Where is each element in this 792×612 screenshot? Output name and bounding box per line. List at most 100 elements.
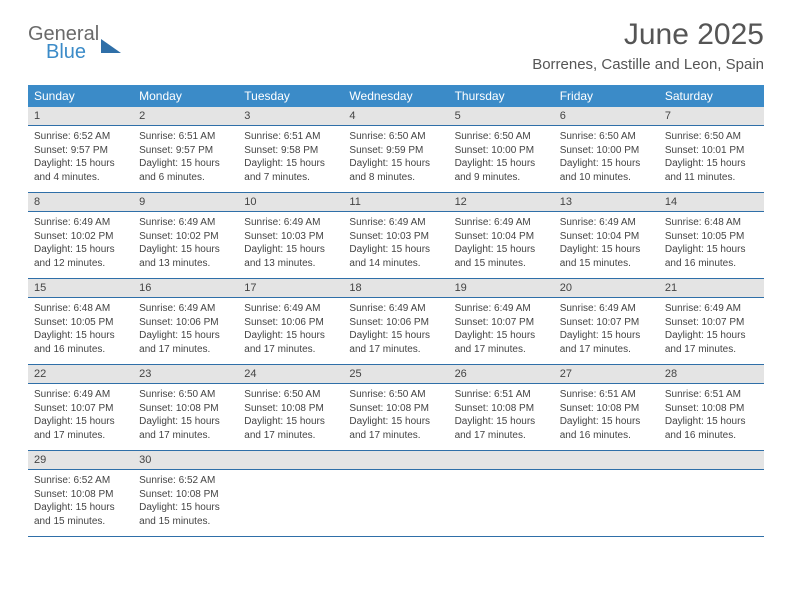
- sunset-line: Sunset: 10:08 PM: [665, 402, 758, 416]
- daylight-line: Daylight: 15 hours and 7 minutes.: [244, 157, 337, 184]
- day-detail: Sunrise: 6:50 AMSunset: 10:08 PMDaylight…: [133, 384, 238, 450]
- sunrise-line: Sunrise: 6:49 AM: [139, 216, 232, 230]
- day-number: 8: [28, 193, 133, 211]
- day-number: 28: [659, 365, 764, 383]
- sunset-line: Sunset: 10:03 PM: [244, 230, 337, 244]
- day-detail: Sunrise: 6:49 AMSunset: 10:04 PMDaylight…: [449, 212, 554, 278]
- sunrise-line: Sunrise: 6:51 AM: [139, 130, 232, 144]
- sunrise-line: Sunrise: 6:49 AM: [560, 302, 653, 316]
- day-number: [554, 451, 659, 469]
- sunrise-line: Sunrise: 6:49 AM: [244, 216, 337, 230]
- sunset-line: Sunset: 10:08 PM: [349, 402, 442, 416]
- daylight-line: Daylight: 15 hours and 17 minutes.: [244, 415, 337, 442]
- day-detail: Sunrise: 6:49 AMSunset: 10:03 PMDaylight…: [238, 212, 343, 278]
- day-detail: [343, 470, 448, 536]
- daylight-line: Daylight: 15 hours and 17 minutes.: [34, 415, 127, 442]
- dow-cell: Monday: [133, 85, 238, 107]
- daylight-line: Daylight: 15 hours and 4 minutes.: [34, 157, 127, 184]
- day-number: 27: [554, 365, 659, 383]
- day-detail: Sunrise: 6:49 AMSunset: 10:03 PMDaylight…: [343, 212, 448, 278]
- day-detail: Sunrise: 6:49 AMSunset: 10:06 PMDaylight…: [238, 298, 343, 364]
- daylight-line: Daylight: 15 hours and 8 minutes.: [349, 157, 442, 184]
- daylight-line: Daylight: 15 hours and 15 minutes.: [34, 501, 127, 528]
- sunrise-line: Sunrise: 6:49 AM: [139, 302, 232, 316]
- sunrise-line: Sunrise: 6:51 AM: [455, 388, 548, 402]
- sunrise-line: Sunrise: 6:51 AM: [244, 130, 337, 144]
- daylight-line: Daylight: 15 hours and 15 minutes.: [560, 243, 653, 270]
- dow-cell: Saturday: [659, 85, 764, 107]
- day-number: 29: [28, 451, 133, 469]
- location: Borrenes, Castille and Leon, Spain: [532, 56, 764, 73]
- sunset-line: Sunset: 10:01 PM: [665, 144, 758, 158]
- day-number: 7: [659, 107, 764, 125]
- daylight-line: Daylight: 15 hours and 17 minutes.: [139, 415, 232, 442]
- day-detail: Sunrise: 6:49 AMSunset: 10:07 PMDaylight…: [28, 384, 133, 450]
- daynum-row: 1234567: [28, 107, 764, 126]
- day-number: 4: [343, 107, 448, 125]
- day-detail: Sunrise: 6:52 AMSunset: 9:57 PMDaylight:…: [28, 126, 133, 192]
- day-number: 22: [28, 365, 133, 383]
- day-detail: Sunrise: 6:48 AMSunset: 10:05 PMDaylight…: [28, 298, 133, 364]
- sunrise-line: Sunrise: 6:51 AM: [560, 388, 653, 402]
- sunset-line: Sunset: 10:06 PM: [244, 316, 337, 330]
- day-number: 11: [343, 193, 448, 211]
- sunrise-line: Sunrise: 6:52 AM: [139, 474, 232, 488]
- sunrise-line: Sunrise: 6:49 AM: [244, 302, 337, 316]
- sunset-line: Sunset: 9:59 PM: [349, 144, 442, 158]
- sunrise-line: Sunrise: 6:50 AM: [244, 388, 337, 402]
- logo-line2: Blue: [46, 42, 99, 62]
- day-number: 16: [133, 279, 238, 297]
- sunrise-line: Sunrise: 6:49 AM: [349, 302, 442, 316]
- day-number: 6: [554, 107, 659, 125]
- daynum-row: 15161718192021: [28, 279, 764, 298]
- day-detail: Sunrise: 6:50 AMSunset: 10:08 PMDaylight…: [343, 384, 448, 450]
- sunset-line: Sunset: 10:02 PM: [139, 230, 232, 244]
- daylight-line: Daylight: 15 hours and 17 minutes.: [244, 329, 337, 356]
- sunset-line: Sunset: 10:02 PM: [34, 230, 127, 244]
- daylight-line: Daylight: 15 hours and 10 minutes.: [560, 157, 653, 184]
- sunrise-line: Sunrise: 6:49 AM: [34, 388, 127, 402]
- day-number: 23: [133, 365, 238, 383]
- dow-cell: Wednesday: [343, 85, 448, 107]
- daylight-line: Daylight: 15 hours and 16 minutes.: [560, 415, 653, 442]
- sunrise-line: Sunrise: 6:50 AM: [560, 130, 653, 144]
- daylight-line: Daylight: 15 hours and 17 minutes.: [349, 415, 442, 442]
- day-detail: Sunrise: 6:49 AMSunset: 10:07 PMDaylight…: [449, 298, 554, 364]
- daynum-row: 891011121314: [28, 193, 764, 212]
- sunset-line: Sunset: 9:58 PM: [244, 144, 337, 158]
- day-detail: Sunrise: 6:52 AMSunset: 10:08 PMDaylight…: [28, 470, 133, 536]
- dow-cell: Tuesday: [238, 85, 343, 107]
- day-detail: Sunrise: 6:50 AMSunset: 10:00 PMDaylight…: [449, 126, 554, 192]
- day-detail: Sunrise: 6:49 AMSunset: 10:02 PMDaylight…: [28, 212, 133, 278]
- day-number: 1: [28, 107, 133, 125]
- detail-row: Sunrise: 6:49 AMSunset: 10:07 PMDaylight…: [28, 384, 764, 451]
- daylight-line: Daylight: 15 hours and 17 minutes.: [560, 329, 653, 356]
- sunset-line: Sunset: 10:00 PM: [455, 144, 548, 158]
- day-detail: Sunrise: 6:51 AMSunset: 10:08 PMDaylight…: [659, 384, 764, 450]
- daylight-line: Daylight: 15 hours and 13 minutes.: [139, 243, 232, 270]
- sunrise-line: Sunrise: 6:49 AM: [349, 216, 442, 230]
- sunrise-line: Sunrise: 6:50 AM: [349, 130, 442, 144]
- sunrise-line: Sunrise: 6:50 AM: [455, 130, 548, 144]
- day-number: 17: [238, 279, 343, 297]
- sunset-line: Sunset: 10:08 PM: [560, 402, 653, 416]
- sunset-line: Sunset: 10:07 PM: [560, 316, 653, 330]
- sunrise-line: Sunrise: 6:48 AM: [665, 216, 758, 230]
- dow-cell: Thursday: [449, 85, 554, 107]
- detail-row: Sunrise: 6:48 AMSunset: 10:05 PMDaylight…: [28, 298, 764, 365]
- sunrise-line: Sunrise: 6:52 AM: [34, 474, 127, 488]
- daylight-line: Daylight: 15 hours and 17 minutes.: [139, 329, 232, 356]
- day-detail: Sunrise: 6:50 AMSunset: 9:59 PMDaylight:…: [343, 126, 448, 192]
- day-detail: [554, 470, 659, 536]
- sunset-line: Sunset: 10:04 PM: [560, 230, 653, 244]
- day-number: 2: [133, 107, 238, 125]
- daylight-line: Daylight: 15 hours and 16 minutes.: [34, 329, 127, 356]
- sunset-line: Sunset: 10:07 PM: [34, 402, 127, 416]
- daylight-line: Daylight: 15 hours and 15 minutes.: [455, 243, 548, 270]
- daylight-line: Daylight: 15 hours and 11 minutes.: [665, 157, 758, 184]
- sunset-line: Sunset: 10:07 PM: [665, 316, 758, 330]
- sunrise-line: Sunrise: 6:49 AM: [455, 216, 548, 230]
- day-number: [449, 451, 554, 469]
- day-detail: Sunrise: 6:49 AMSunset: 10:07 PMDaylight…: [659, 298, 764, 364]
- sunrise-line: Sunrise: 6:49 AM: [455, 302, 548, 316]
